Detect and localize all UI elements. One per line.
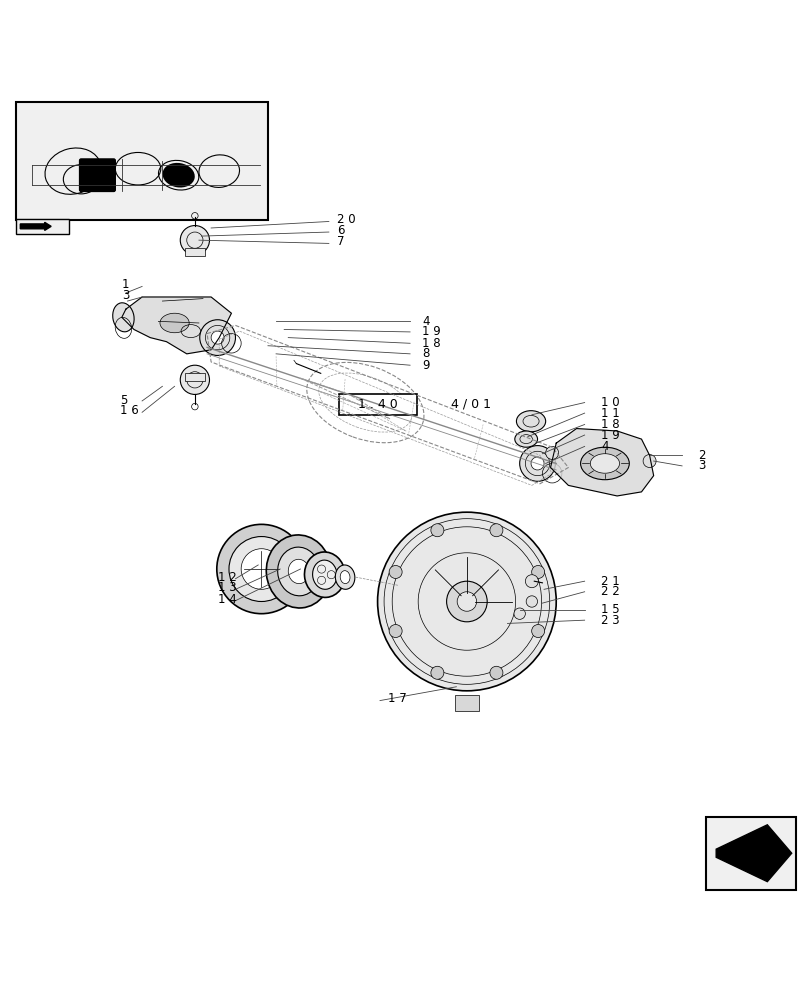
Bar	[185, 373, 204, 381]
Ellipse shape	[277, 547, 320, 596]
Circle shape	[211, 331, 224, 344]
Circle shape	[446, 581, 487, 622]
Text: 1 . 4 0: 1 . 4 0	[358, 398, 397, 411]
Circle shape	[229, 537, 294, 601]
Text: 1 3: 1 3	[217, 581, 236, 594]
Ellipse shape	[580, 447, 629, 480]
Bar	[16, 219, 69, 234]
Text: 2 3: 2 3	[600, 614, 619, 627]
Circle shape	[642, 455, 655, 468]
Text: 1 6: 1 6	[120, 404, 139, 417]
Circle shape	[377, 512, 556, 691]
Text: 4 / 0 1: 4 / 0 1	[450, 398, 490, 411]
Circle shape	[200, 320, 235, 355]
Ellipse shape	[340, 571, 350, 584]
Ellipse shape	[516, 411, 545, 432]
Circle shape	[525, 575, 538, 588]
FancyBboxPatch shape	[79, 159, 115, 191]
Circle shape	[180, 365, 209, 394]
Circle shape	[526, 596, 537, 607]
Text: 1 5: 1 5	[600, 603, 619, 616]
Ellipse shape	[113, 303, 134, 332]
Ellipse shape	[288, 559, 309, 584]
Text: 1 4: 1 4	[217, 593, 236, 606]
Ellipse shape	[304, 552, 345, 597]
Text: 2 2: 2 2	[600, 585, 619, 598]
Text: 1 0: 1 0	[600, 396, 619, 409]
Polygon shape	[715, 825, 791, 882]
Ellipse shape	[590, 454, 619, 473]
Circle shape	[431, 524, 444, 537]
Circle shape	[241, 549, 281, 589]
Circle shape	[531, 565, 544, 578]
Ellipse shape	[312, 560, 337, 589]
Polygon shape	[550, 429, 653, 496]
Circle shape	[519, 446, 555, 481]
Bar	[338, 394, 416, 415]
Text: 1: 1	[122, 278, 129, 291]
Text: 1 8: 1 8	[600, 418, 619, 431]
Polygon shape	[122, 297, 231, 354]
Ellipse shape	[514, 431, 537, 447]
Circle shape	[388, 565, 401, 578]
Bar	[706, 817, 795, 890]
Circle shape	[489, 666, 502, 679]
Circle shape	[489, 524, 502, 537]
Text: 4: 4	[422, 315, 429, 328]
Text: 6: 6	[337, 224, 344, 237]
Bar	[185, 248, 204, 256]
Text: 1 8: 1 8	[422, 337, 440, 350]
Text: 1 2: 1 2	[217, 571, 236, 584]
Circle shape	[530, 457, 543, 470]
Ellipse shape	[335, 565, 354, 589]
Text: 3: 3	[122, 289, 129, 302]
Text: 8: 8	[422, 347, 429, 360]
Ellipse shape	[160, 313, 189, 333]
Text: 1 9: 1 9	[422, 325, 440, 338]
Text: 1 9: 1 9	[600, 429, 619, 442]
Circle shape	[513, 608, 525, 619]
Text: 9: 9	[422, 359, 429, 372]
Text: 2 1: 2 1	[600, 575, 619, 588]
Text: 5: 5	[120, 394, 127, 407]
Circle shape	[180, 226, 209, 255]
Text: 2 0: 2 0	[337, 213, 355, 226]
Bar	[454, 695, 478, 711]
Text: 7: 7	[337, 235, 344, 248]
Circle shape	[217, 524, 306, 614]
Ellipse shape	[162, 163, 195, 188]
Ellipse shape	[266, 535, 331, 608]
Text: 3: 3	[697, 459, 705, 472]
FancyArrow shape	[20, 222, 51, 230]
Circle shape	[531, 625, 544, 638]
Text: 2: 2	[697, 449, 705, 462]
Bar	[16, 102, 268, 220]
Text: 4: 4	[600, 440, 607, 453]
Circle shape	[431, 666, 444, 679]
Circle shape	[457, 592, 476, 611]
Circle shape	[388, 625, 401, 638]
Text: 1 1: 1 1	[600, 407, 619, 420]
Text: 1 7: 1 7	[388, 692, 406, 705]
Circle shape	[545, 446, 558, 459]
